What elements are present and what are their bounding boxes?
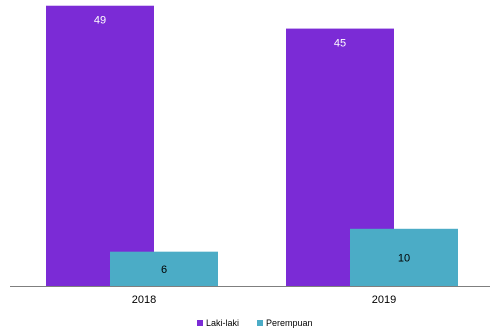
data-label-perempuan-2019: 10 — [398, 252, 410, 264]
data-label-laki-laki-2018: 49 — [94, 15, 106, 27]
x-tick-labels-group: 2018 2019 — [132, 294, 396, 306]
data-labels-group: 49 6 45 10 — [94, 15, 410, 276]
legend: Laki-laki Perempuan — [197, 318, 313, 328]
x-tick-label-2019: 2019 — [372, 294, 396, 306]
data-label-laki-laki-2019: 45 — [334, 38, 346, 50]
bar-perempuan-2019 — [350, 228, 458, 286]
legend-swatch-perempuan — [257, 320, 263, 326]
bar-perempuan-2018 — [110, 251, 218, 286]
data-label-perempuan-2018: 6 — [161, 264, 167, 276]
legend-swatch-laki-laki — [197, 320, 203, 326]
bar-laki-laki-2018 — [46, 5, 154, 286]
x-tick-label-2018: 2018 — [132, 294, 156, 306]
bars-group — [46, 5, 458, 286]
legend-label-laki-laki: Laki-laki — [206, 318, 239, 328]
legend-label-perempuan: Perempuan — [266, 318, 313, 328]
